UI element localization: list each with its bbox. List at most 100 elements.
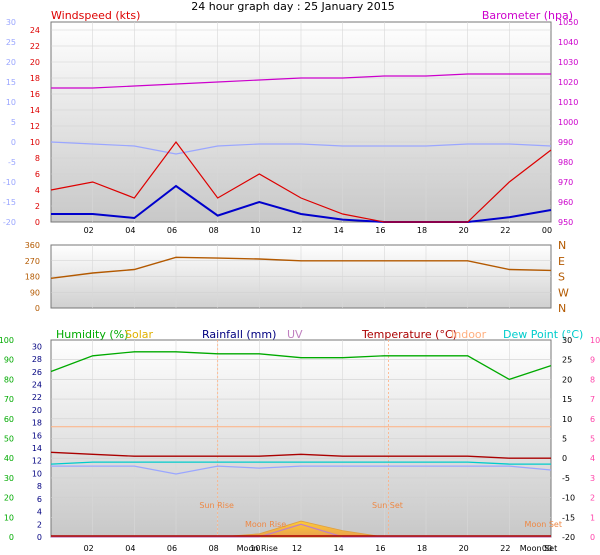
wind-axes: 024681012141618202224-20-15-10-505101520… <box>3 18 578 235</box>
windchill-tick-label: -10 <box>3 178 16 187</box>
hour-tick-label: 20 <box>459 544 469 553</box>
compass-label: W <box>558 286 569 299</box>
compass-label: S <box>558 271 565 284</box>
temperature-tick-label: 5 <box>562 435 567 444</box>
windchill-tick-label: 5 <box>11 118 16 127</box>
uv-tick-label: 1 <box>590 513 595 522</box>
direction-tick-label: 0 <box>35 304 40 313</box>
windchill-tick-label: -20 <box>3 218 16 227</box>
windchill-tick-label: 30 <box>6 18 16 27</box>
rainfall-tick-label: 8 <box>37 482 42 491</box>
indoor-legend-label: Indoor <box>451 328 487 341</box>
rainfall-tick-label: 14 <box>32 444 42 453</box>
hour-tick-label: 22 <box>500 544 510 553</box>
uv-tick-label: 7 <box>590 395 595 404</box>
temperature-tick-label: -20 <box>562 533 575 542</box>
wind-axis-title: Windspeed (kts) <box>51 9 140 22</box>
humidity-tick-label: 80 <box>4 375 14 384</box>
humidity-tick-label: 90 <box>4 356 14 365</box>
wind-tick-label: 16 <box>30 90 40 99</box>
direction-tick-label: 270 <box>25 257 40 266</box>
hour-tick-label: 22 <box>500 226 510 235</box>
hour-tick-label: 00 <box>542 226 552 235</box>
hour-tick-label: 20 <box>459 226 469 235</box>
rainfall-tick-label: 16 <box>32 431 42 440</box>
temperature-tick-label: 0 <box>562 454 567 463</box>
uv-tick-label: 3 <box>590 474 595 483</box>
barometer-tick-label: 970 <box>558 178 573 187</box>
hour-tick-label: 08 <box>209 226 219 235</box>
dewpoint-line <box>50 461 551 465</box>
moon-set-axis-label: Moon Set <box>520 544 557 553</box>
barometer-tick-label: 990 <box>558 138 573 147</box>
wind-tick-label: 2 <box>35 202 40 211</box>
humidity-tick-label: 70 <box>4 395 14 404</box>
hour-tick-label: 10 <box>250 226 260 235</box>
compass-label: E <box>558 255 565 268</box>
uv-tick-label: 9 <box>590 356 595 365</box>
rainfall-tick-label: 30 <box>32 342 42 351</box>
wind-tick-label: 4 <box>35 186 40 195</box>
windchill-tick-label: 20 <box>6 58 16 67</box>
moon-set-label: Moon Set <box>525 520 562 529</box>
barometer-tick-label: 950 <box>558 218 573 227</box>
temp-legend: Humidity (%)Solar Rainfall (mm) UV Temperat… <box>56 328 583 341</box>
temperature-line <box>50 451 551 459</box>
barometer-tick-label: 980 <box>558 158 573 167</box>
humidity-tick-label: 30 <box>4 474 14 483</box>
barometer-line <box>51 73 551 89</box>
humidity-tick-label: 50 <box>4 435 14 444</box>
wind_chill-line <box>51 465 552 475</box>
barometer-tick-label: 960 <box>558 198 573 207</box>
direction-tick-label: 360 <box>25 241 40 250</box>
direction-line <box>50 256 552 279</box>
wind-series <box>50 73 552 223</box>
solar-legend-label: Solar <box>125 328 154 341</box>
wind-tick-label: 24 <box>30 26 40 35</box>
dewpoint-legend-label: Dew Point (°C) <box>503 328 583 341</box>
hour-tick-label: 06 <box>167 226 177 235</box>
rainfall-tick-label: 24 <box>32 380 42 389</box>
hour-tick-label: 02 <box>84 544 94 553</box>
wind-grid <box>51 22 551 222</box>
hour-tick-label: 06 <box>167 544 177 553</box>
compass-label: N <box>558 302 566 315</box>
rainfall-tick-label: 6 <box>37 495 42 504</box>
humidity-legend-label: Humidity (%) <box>56 328 128 341</box>
temp-grid <box>51 340 551 537</box>
rainfall-tick-label: 2 <box>37 520 42 529</box>
rainfall-tick-label: 22 <box>32 393 42 402</box>
temperature-tick-label: -10 <box>562 494 575 503</box>
compass-label: N <box>558 239 566 252</box>
temp-axes: 0102030405060708090100024681012141618202… <box>0 336 600 553</box>
temp-series <box>50 351 552 538</box>
hour-tick-label: 18 <box>417 226 427 235</box>
hour-tick-label: 14 <box>334 226 344 235</box>
humidity-tick-label: 20 <box>4 494 14 503</box>
barometer-axis-title: Barometer (hpa) <box>482 9 573 22</box>
hour-tick-label: 08 <box>209 544 219 553</box>
direction-tick-label: 180 <box>25 273 40 282</box>
rainfall-tick-label: 10 <box>32 469 42 478</box>
humidity-line <box>50 351 552 381</box>
wind-tick-label: 6 <box>35 170 40 179</box>
hour-tick-label: 04 <box>125 226 135 235</box>
wind_chill-line <box>50 141 552 155</box>
chart-title: 24 hour graph day : 25 January 2015 <box>191 0 395 13</box>
hour-tick-label: 16 <box>375 544 385 553</box>
hour-tick-label: 12 <box>292 544 302 553</box>
humidity-tick-label: 0 <box>9 533 14 542</box>
uv-legend-label: UV <box>287 328 303 341</box>
windchill-tick-label: -15 <box>3 198 16 207</box>
hour-tick-label: 10 <box>250 544 260 553</box>
sun-set-label: Sun Set <box>372 501 403 510</box>
wind-tick-label: 0 <box>35 218 40 227</box>
barometer-tick-label: 1010 <box>558 98 578 107</box>
temperature-tick-label: 15 <box>562 395 572 404</box>
temperature-tick-label: 30 <box>562 336 572 345</box>
windchill-tick-label: 25 <box>6 38 16 47</box>
wind-tick-label: 10 <box>30 138 40 147</box>
windchill-tick-label: 15 <box>6 78 16 87</box>
